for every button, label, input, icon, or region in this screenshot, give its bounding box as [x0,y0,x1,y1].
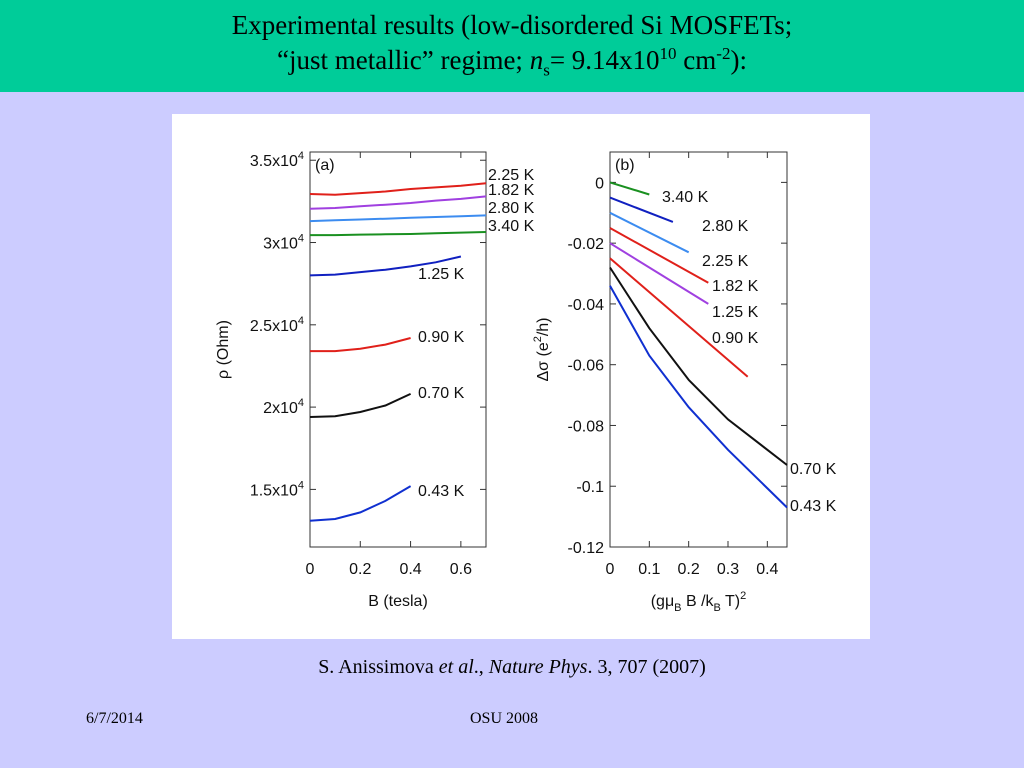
title-line2-end: ): [730,45,747,75]
citation-journal: Nature Phys [488,656,588,678]
series-label: 0.43 K [418,483,465,500]
series-label: 3.40 K [488,218,535,235]
footer-center: OSU 2008 [470,710,539,727]
title-line2-prefix: “just metallic” regime; [277,45,530,75]
series-label: 1.82 K [712,278,759,295]
title-bar: Experimental results (low-disordered Si … [0,0,1024,92]
series-line [609,257,749,378]
y-tick-label: -0.08 [568,418,605,435]
footer-date: 6/7/2014 [86,710,143,727]
series-label: 1.82 K [488,182,535,199]
x-tick-label: 0.1 [638,561,660,578]
series-label: 0.90 K [418,329,465,346]
series-label: 2.25 K [702,253,749,270]
series-line [609,266,788,466]
x-tick-label: 0.3 [717,561,739,578]
x-tick-label: 0.4 [399,561,421,578]
series-line [309,214,487,223]
y-tick-label: 3.5x104​ [250,150,304,170]
series-line [609,227,709,284]
series-line [609,285,788,509]
citation-author: S. Anissimova [318,656,439,678]
y-tick-label: 1.5x104​ [250,479,304,499]
x-tick-label: 0.4 [756,561,778,578]
series-line [310,231,487,237]
y-tick-label: -0.1 [576,479,604,496]
series-label: 2.80 K [488,200,535,217]
series-line [309,182,487,196]
series-label: 1.25 K [418,266,465,283]
title-density-mantissa: = 9.14x10 [549,45,660,75]
series-line [309,195,487,210]
y-tick-label: -0.04 [568,297,605,314]
x-tick-label: 0 [306,561,315,578]
slide-title-line2: “just metallic” regime; ns= 9.14x1010 cm… [0,43,1024,78]
figure-svg: 0 0.2 0.4 0.6 1.5x104​ 2x104​ 2.5x104​ 3x104​ 3.… [215,150,837,614]
y-axis-label: ρ (Ohm) [215,320,232,379]
plot-frame-a [309,151,487,548]
series-line [609,211,690,254]
series-line [609,196,674,223]
series-label: 0.43 K [790,498,837,515]
x-tick-label: 0 [606,561,615,578]
series-label: 1.25 K [712,304,759,321]
series-line [309,485,412,522]
title-density-exponent: 10 [659,44,677,63]
series-line [309,255,462,277]
citation-comma: ., [473,656,489,678]
y-axis-label: Δσ (e2​/h) [532,317,552,381]
series-label: 0.70 K [790,461,837,478]
y-tick-label: 3x104​ [263,233,304,253]
y-tick-label: -0.06 [568,358,605,375]
x-axis-label: (gμB​ B /kB​ T)2​ [651,590,747,614]
panel-label: (a) [315,157,335,174]
y-tick-label: -0.02 [568,236,605,253]
series-line [609,242,709,305]
title-ns-symbol: n [529,45,544,75]
title-unit-exponent: -2 [716,44,731,63]
series-label: 3.40 K [662,189,709,206]
series-line [309,392,412,418]
series-label: 0.70 K [418,385,465,402]
y-tick-label: 0 [595,175,604,192]
title-ns-subscript: s [543,60,550,80]
citation-rest: . 3, 707 (2007) [587,656,706,678]
x-tick-label: 0.2 [349,561,371,578]
citation-etal: et al [438,656,474,678]
slide-title-line1: Experimental results (low-disordered Si … [231,10,793,40]
series-line [310,337,411,353]
panel-label: (b) [615,157,635,174]
x-tick-label: 0.2 [678,561,700,578]
y-tick-label: -0.12 [568,540,605,557]
citation: S. Anissimova et al., Nature Phys. 3, 70… [0,656,1024,679]
x-tick-label: 0.6 [450,561,472,578]
plot-frame-b [609,151,788,548]
series-label: 0.90 K [712,330,759,347]
series-line [609,181,650,196]
figure-panel: 0 0.2 0.4 0.6 1.5x104​ 2x104​ 2.5x104​ 3x104​ 3.… [172,114,870,639]
y-tick-label: 2x104​ [263,397,304,417]
x-axis-label: B (tesla) [368,593,428,610]
series-label: 2.25 K [488,167,535,184]
y-tick-label: 2.5x104​ [250,315,304,335]
series-label: 2.80 K [702,218,749,235]
title-unit: cm [676,45,717,75]
